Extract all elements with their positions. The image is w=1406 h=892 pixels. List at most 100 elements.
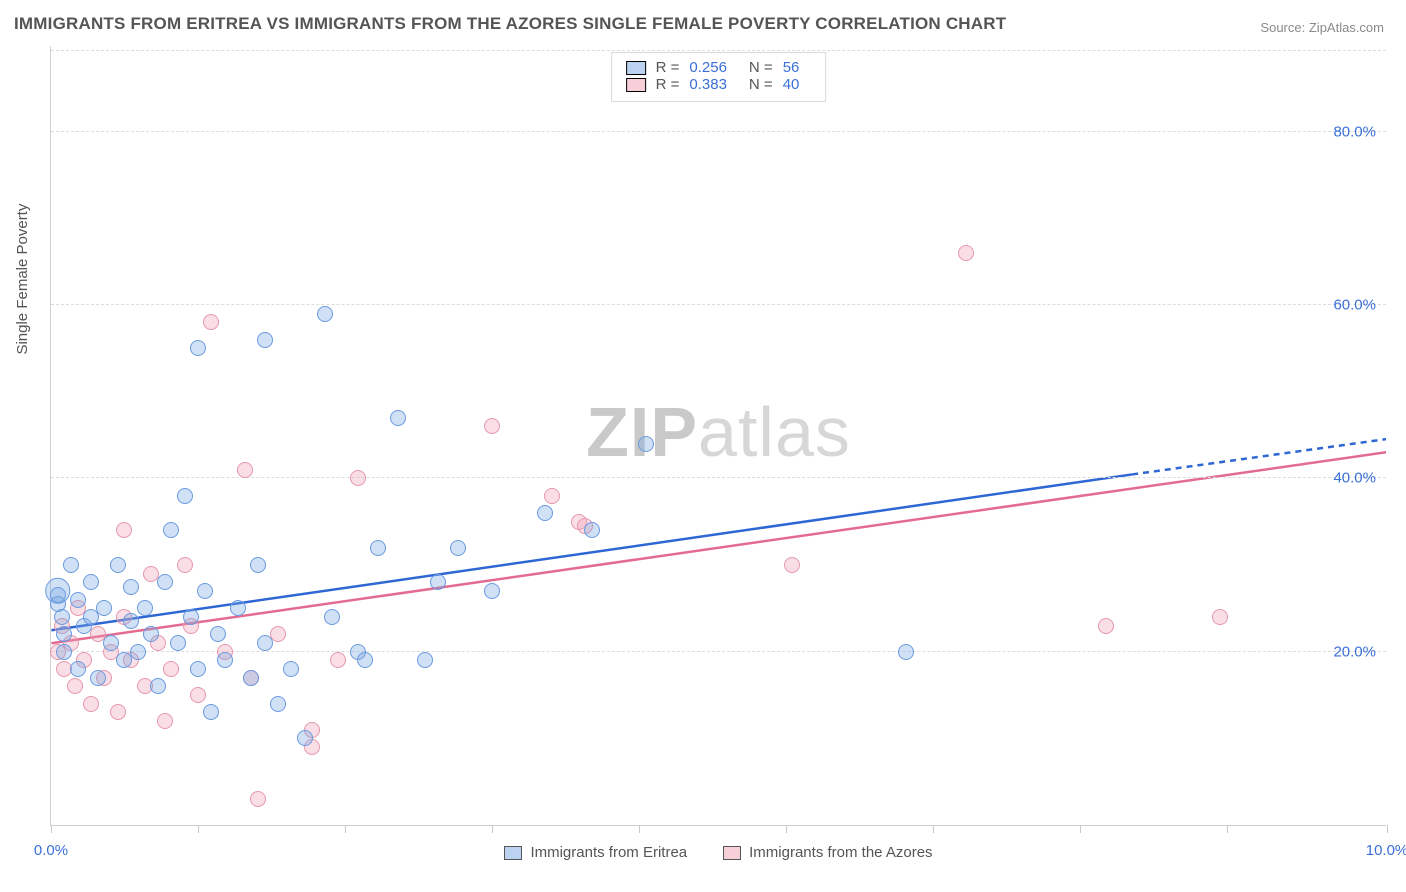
data-point (243, 670, 259, 686)
data-point (324, 609, 340, 625)
n-label: N = (749, 76, 773, 93)
x-tick-label: 10.0% (1366, 842, 1406, 859)
data-point (544, 488, 560, 504)
data-point (237, 462, 253, 478)
data-point (350, 470, 366, 486)
data-point (83, 609, 99, 625)
x-tick (639, 825, 640, 833)
legend-label-a: Immigrants from Eritrea (530, 844, 687, 861)
data-point (157, 713, 173, 729)
r-value-a: 0.256 (689, 59, 727, 76)
data-point (270, 696, 286, 712)
trend-lines (51, 46, 1386, 825)
data-point (96, 600, 112, 616)
legend-swatch-b-icon (723, 846, 741, 860)
data-point (177, 488, 193, 504)
data-point (103, 635, 119, 651)
data-point (150, 678, 166, 694)
y-tick-label: 20.0% (1333, 643, 1376, 660)
data-point (257, 332, 273, 348)
data-point (90, 670, 106, 686)
data-point (70, 592, 86, 608)
legend-stats: R = 0.256 N = 56 R = 0.383 N = 40 (611, 52, 827, 102)
gridline (51, 50, 1386, 51)
watermark: ZIPatlas (586, 392, 851, 472)
y-tick-label: 80.0% (1333, 123, 1376, 140)
data-point (163, 661, 179, 677)
data-point (330, 652, 346, 668)
data-point (584, 522, 600, 538)
r-label: R = (656, 76, 680, 93)
source-label: Source: (1260, 20, 1305, 35)
data-point (123, 613, 139, 629)
x-tick (345, 825, 346, 833)
gridline (51, 477, 1386, 478)
n-label: N = (749, 59, 773, 76)
n-value-b: 40 (783, 76, 800, 93)
data-point (898, 644, 914, 660)
data-point (203, 704, 219, 720)
n-value-a: 56 (783, 59, 800, 76)
x-tick (786, 825, 787, 833)
data-point (357, 652, 373, 668)
x-tick-label: 0.0% (34, 842, 68, 859)
data-point (784, 557, 800, 573)
gridline (51, 131, 1386, 132)
data-point (210, 626, 226, 642)
data-point (123, 579, 139, 595)
data-point (170, 635, 186, 651)
data-point (317, 306, 333, 322)
legend-label-b: Immigrants from the Azores (749, 844, 932, 861)
data-point (56, 644, 72, 660)
x-tick (198, 825, 199, 833)
legend-swatch-a-icon (504, 846, 522, 860)
x-tick (1387, 825, 1388, 833)
gridline (51, 304, 1386, 305)
legend-item-b: Immigrants from the Azores (723, 844, 932, 861)
x-tick (933, 825, 934, 833)
source-value: ZipAtlas.com (1309, 20, 1384, 35)
legend-stats-row-a: R = 0.256 N = 56 (626, 59, 812, 76)
data-point (484, 418, 500, 434)
data-point (190, 340, 206, 356)
r-value-b: 0.383 (689, 76, 727, 93)
data-point (50, 587, 66, 603)
data-point (217, 652, 233, 668)
data-point (183, 609, 199, 625)
data-point (197, 583, 213, 599)
data-point (230, 600, 246, 616)
chart-source: Source: ZipAtlas.com (1260, 20, 1384, 35)
data-point (283, 661, 299, 677)
data-point (537, 505, 553, 521)
data-point (110, 557, 126, 573)
x-tick (51, 825, 52, 833)
data-point (67, 678, 83, 694)
data-point (130, 644, 146, 660)
data-point (56, 626, 72, 642)
x-tick (1080, 825, 1081, 833)
legend-series: Immigrants from Eritrea Immigrants from … (51, 844, 1386, 861)
data-point (63, 557, 79, 573)
legend-swatch-a-icon (626, 61, 646, 75)
watermark-rest: atlas (698, 393, 851, 471)
data-point (137, 600, 153, 616)
legend-swatch-b-icon (626, 78, 646, 92)
data-point (1212, 609, 1228, 625)
data-point (203, 314, 219, 330)
data-point (257, 635, 273, 651)
y-axis-label: Single Female Poverty (14, 204, 31, 355)
plot-area: ZIPatlas R = 0.256 N = 56 R = 0.383 N = … (50, 46, 1386, 826)
x-tick (492, 825, 493, 833)
data-point (450, 540, 466, 556)
data-point (430, 574, 446, 590)
data-point (270, 626, 286, 642)
data-point (70, 661, 86, 677)
data-point (163, 522, 179, 538)
data-point (83, 696, 99, 712)
data-point (297, 730, 313, 746)
legend-item-a: Immigrants from Eritrea (504, 844, 687, 861)
data-point (157, 574, 173, 590)
gridline (51, 651, 1386, 652)
data-point (54, 609, 70, 625)
data-point (250, 791, 266, 807)
